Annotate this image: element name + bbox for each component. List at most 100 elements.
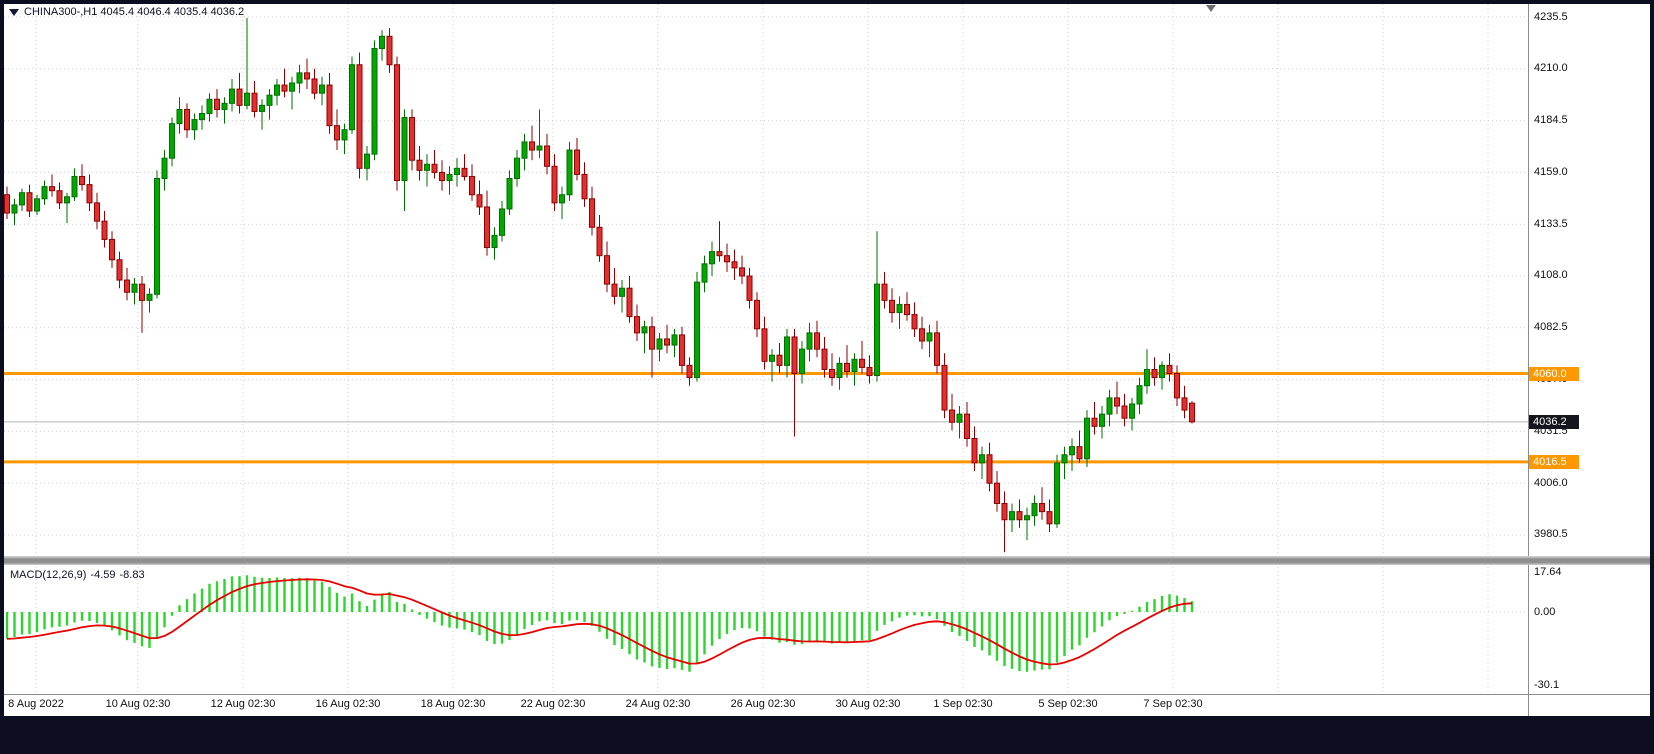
candle-body	[1001, 503, 1008, 521]
candles-layer	[4, 18, 1195, 553]
candle-body	[589, 198, 595, 228]
candle-body	[484, 206, 490, 249]
candle-body	[559, 194, 565, 204]
candle-body	[266, 94, 273, 106]
candle-body	[101, 220, 108, 240]
candle-body	[544, 145, 550, 167]
candle-body	[206, 98, 213, 114]
candle-body	[296, 72, 303, 84]
candle-body	[1076, 446, 1083, 460]
candle-body	[611, 283, 618, 297]
candle-body	[461, 167, 468, 177]
candle-body	[499, 208, 505, 236]
chart-title-ohlc: CHINA300-,H1 4045.4 4046.4 4035.4 4036.2	[24, 6, 245, 18]
candle-body	[274, 84, 280, 96]
candle-body	[289, 82, 295, 92]
candle-body	[176, 108, 183, 125]
macd-signal-line	[6, 578, 1193, 666]
candle-body	[191, 119, 198, 131]
candle-body	[416, 159, 423, 171]
candle-body	[1039, 503, 1045, 513]
candle-body	[911, 314, 918, 330]
candle-body	[34, 198, 40, 212]
candle-body	[281, 84, 288, 92]
candle-body	[476, 194, 483, 208]
macd-indicator-label: MACD(12,26,9) -4.59 -8.83	[10, 569, 149, 581]
candle-body	[394, 64, 400, 182]
candle-body	[334, 125, 340, 141]
candle-body	[1114, 397, 1120, 407]
candle-body	[94, 202, 100, 222]
candle-body	[784, 336, 790, 366]
candle-body	[671, 334, 678, 346]
candle-body	[139, 283, 145, 301]
candle-body	[469, 175, 475, 196]
candle-body	[356, 64, 363, 169]
candle-body	[1016, 511, 1023, 521]
candle-body	[116, 259, 123, 281]
candle-body	[446, 173, 453, 182]
candle-body	[1024, 515, 1030, 521]
macd-name: MACD(12,26,9)	[10, 569, 87, 581]
candle-body	[199, 112, 205, 121]
candle-body	[919, 328, 925, 342]
candle-body	[769, 354, 775, 362]
candle-body	[821, 348, 828, 370]
candle-body	[41, 186, 48, 200]
candle-body	[634, 316, 640, 334]
candle-body	[514, 157, 520, 179]
candle-body	[686, 364, 693, 379]
candle-body	[364, 153, 370, 169]
candle-body	[146, 293, 153, 301]
candle-body	[431, 163, 438, 173]
candle-body	[904, 303, 910, 316]
candle-body	[251, 92, 258, 112]
candle-body	[1159, 364, 1165, 379]
candle-body	[994, 482, 1000, 505]
candle-body	[26, 192, 33, 212]
candle-body	[716, 251, 723, 257]
candle-body	[319, 84, 325, 94]
candle-body	[889, 299, 895, 314]
candle-body	[371, 47, 378, 155]
candle-body	[529, 141, 535, 151]
candle-body	[86, 184, 93, 204]
candle-body	[1136, 385, 1143, 405]
candle-body	[656, 338, 663, 350]
candle-body	[409, 117, 415, 161]
candle-body	[761, 328, 768, 362]
candle-body	[941, 364, 948, 411]
candle-body	[439, 171, 445, 182]
candle-body	[536, 145, 543, 151]
candle-body	[664, 338, 670, 346]
candle-body	[521, 141, 528, 159]
symbol-marker-icon[interactable]	[9, 9, 19, 16]
candle-body	[4, 194, 10, 214]
candle-body	[926, 332, 933, 342]
panel-splitter[interactable]	[4, 556, 1650, 565]
candle-body	[1129, 403, 1135, 419]
candle-body	[1091, 417, 1098, 427]
candle-body	[229, 88, 235, 104]
candle-body	[851, 358, 858, 372]
candle-body	[679, 334, 685, 366]
candle-body	[1054, 462, 1060, 525]
candle-body	[836, 362, 843, 379]
candle-body	[566, 149, 573, 196]
candle-body	[949, 409, 955, 423]
chart-shift-marker-icon[interactable]	[1206, 5, 1216, 12]
candle-body	[341, 129, 348, 141]
candle-body	[221, 102, 228, 110]
candle-body	[776, 354, 783, 366]
candle-body	[454, 167, 460, 175]
macd-panel-layer	[5, 575, 1194, 672]
candle-body	[424, 163, 430, 171]
candle-body	[1009, 511, 1015, 521]
candle-body	[1099, 413, 1105, 427]
candle-body	[754, 299, 760, 330]
candle-body	[19, 192, 25, 206]
candle-body	[11, 204, 18, 214]
candle-body	[964, 413, 970, 440]
